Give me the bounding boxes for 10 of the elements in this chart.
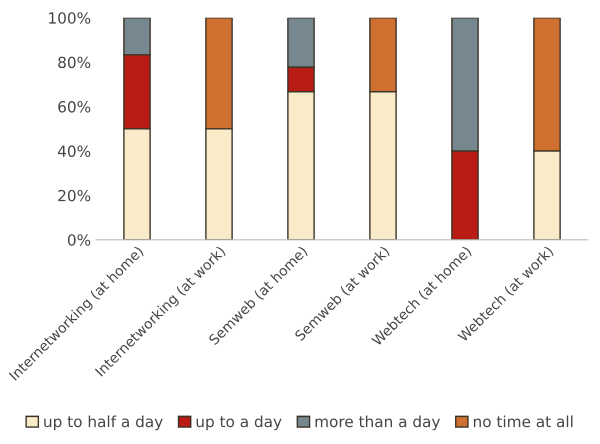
y-tick-label: 60% (58, 101, 90, 113)
y-tick-label: 80% (58, 56, 90, 68)
y-tick-label: 20% (58, 190, 90, 202)
legend-label: up to half a day (44, 415, 163, 430)
legend-label: more than a day (316, 415, 440, 430)
y-tick-label: 40% (58, 145, 90, 157)
legend-label: up to a day (196, 415, 282, 430)
y-tick-label: 100% (49, 12, 90, 24)
legend-label: no time at all (474, 415, 572, 428)
y-tick-label: 0% (68, 234, 90, 246)
